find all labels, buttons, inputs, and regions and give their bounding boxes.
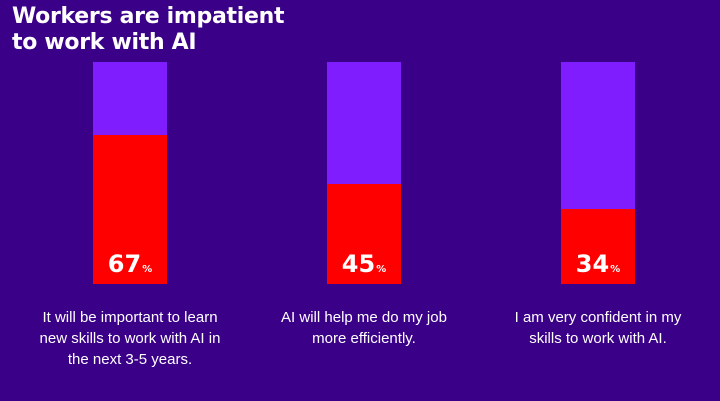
bar-2: 45% <box>327 62 401 284</box>
category-label-1: It will be important to learn new skills… <box>39 309 221 368</box>
bar-value-fill-2 <box>327 184 401 284</box>
data-label-number: 34 <box>575 250 610 278</box>
bar-value-fill-3 <box>561 208 635 284</box>
data-label-number: 45 <box>341 250 376 278</box>
data-label-number: 67 <box>107 250 142 278</box>
bar-3: 34% <box>561 62 635 284</box>
bar-1: 67% <box>93 62 167 284</box>
category-label-2: AI will help me do my job more efficient… <box>281 309 447 347</box>
data-label-2: 45% <box>327 250 401 278</box>
data-label-3: 34% <box>561 250 635 278</box>
chart-title: Workers are impatient to work with AI <box>12 4 285 55</box>
data-label-percent-sign: % <box>376 264 387 275</box>
category-label-3: I am very confident in my skills to work… <box>514 309 682 347</box>
bar-value-fill-1 <box>93 135 167 284</box>
data-label-percent-sign: % <box>610 264 621 275</box>
data-label-1: 67% <box>93 250 167 278</box>
data-label-percent-sign: % <box>142 264 153 275</box>
